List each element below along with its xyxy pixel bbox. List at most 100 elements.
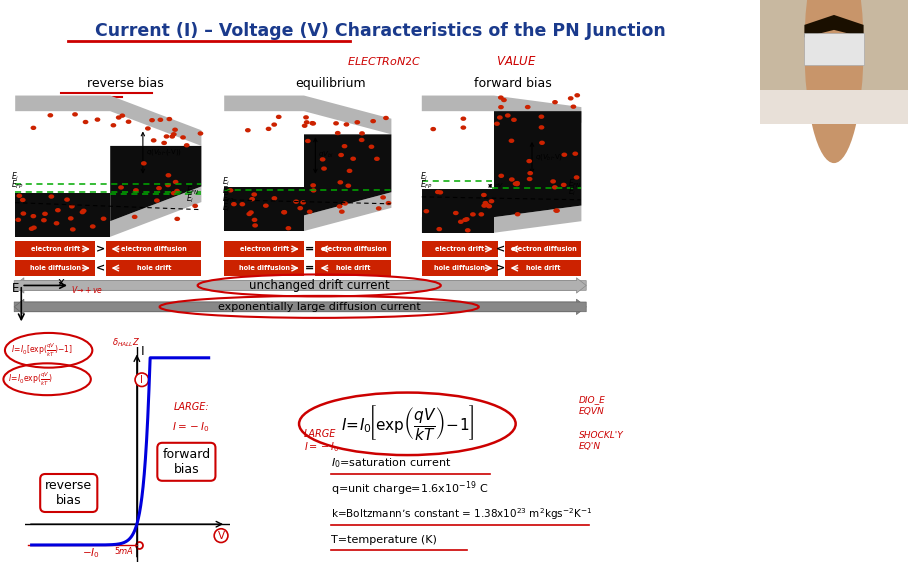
Text: equilibrium: equilibrium: [295, 78, 366, 90]
Text: k=Boltzmann’s constant = 1.38x10$^{23}$ m$^2$kgs$^{-2}$K$^{-1}$: k=Boltzmann’s constant = 1.38x10$^{23}$ …: [331, 506, 592, 522]
Circle shape: [249, 197, 255, 201]
Text: DIO_E: DIO_E: [579, 395, 606, 404]
Circle shape: [304, 120, 310, 124]
Circle shape: [154, 199, 160, 203]
Text: I: I: [141, 375, 143, 385]
Circle shape: [297, 206, 303, 210]
Circle shape: [101, 217, 106, 221]
Circle shape: [380, 195, 386, 200]
Circle shape: [70, 227, 75, 232]
Text: $V\!\rightarrow\!+ve$: $V\!\rightarrow\!+ve$: [72, 284, 104, 295]
Bar: [804, 33, 864, 65]
Text: >: >: [496, 263, 505, 273]
Circle shape: [171, 132, 177, 137]
Circle shape: [111, 123, 116, 127]
Text: hole diffusion: hole diffusion: [239, 265, 290, 271]
Polygon shape: [15, 96, 202, 146]
Circle shape: [470, 212, 476, 217]
Circle shape: [453, 211, 459, 215]
Circle shape: [383, 116, 389, 120]
Circle shape: [345, 184, 351, 188]
Text: $E_i$: $E_i$: [222, 201, 231, 214]
Text: $E_{FP}$: $E_{FP}$: [11, 178, 24, 191]
Circle shape: [271, 196, 277, 200]
Text: q=unit charge=1.6x10$^{-19}$ C: q=unit charge=1.6x10$^{-19}$ C: [331, 479, 488, 498]
Circle shape: [574, 175, 579, 179]
Text: $E_i$: $E_i$: [419, 170, 428, 183]
Text: reverse bias: reverse bias: [87, 78, 163, 90]
Text: $q(V_{bi}$-V): $q(V_{bi}$-V): [535, 152, 563, 163]
Circle shape: [487, 204, 492, 208]
Text: <: <: [496, 244, 505, 254]
Circle shape: [338, 180, 343, 185]
Circle shape: [479, 212, 484, 217]
Circle shape: [310, 121, 315, 125]
Circle shape: [465, 228, 470, 233]
Text: $I\!=\!I_0\exp(\frac{qV}{kT})$: $I\!=\!I_0\exp(\frac{qV}{kT})$: [7, 371, 52, 388]
Bar: [506, 241, 581, 257]
FancyArrowPatch shape: [15, 299, 587, 314]
Circle shape: [120, 113, 125, 118]
Circle shape: [303, 115, 309, 120]
Polygon shape: [760, 90, 908, 124]
Circle shape: [350, 156, 356, 161]
Circle shape: [165, 183, 171, 188]
Text: $VALUE$: $VALUE$: [497, 56, 538, 68]
Bar: [506, 260, 581, 276]
Text: $qV_{bi}$: $qV_{bi}$: [319, 150, 334, 160]
Circle shape: [198, 131, 203, 135]
Circle shape: [508, 138, 514, 143]
Text: $ELECTRoN2C$: $ELECTRoN2C$: [347, 55, 421, 67]
Circle shape: [180, 135, 186, 140]
Circle shape: [550, 179, 556, 184]
Circle shape: [281, 210, 287, 215]
Text: EQ'N: EQ'N: [579, 442, 601, 452]
Circle shape: [42, 211, 48, 216]
Circle shape: [192, 204, 198, 208]
Circle shape: [572, 152, 578, 156]
Bar: [422, 189, 494, 233]
Circle shape: [497, 115, 503, 120]
Circle shape: [174, 217, 180, 221]
Text: $\delta_{HALL}Z$: $\delta_{HALL}Z$: [112, 336, 140, 349]
Circle shape: [333, 121, 339, 126]
Circle shape: [489, 199, 494, 203]
Circle shape: [173, 127, 178, 132]
Circle shape: [341, 144, 348, 148]
Circle shape: [311, 121, 316, 126]
Polygon shape: [422, 206, 581, 233]
Circle shape: [525, 105, 530, 109]
Text: hole diffusion: hole diffusion: [434, 265, 485, 271]
Circle shape: [245, 128, 251, 133]
Circle shape: [386, 201, 391, 206]
Bar: [224, 260, 304, 276]
Circle shape: [464, 217, 469, 221]
Text: $I\!=\!I_0[\exp(\frac{qV}{kT})\!-\!1]$: $I\!=\!I_0[\exp(\frac{qV}{kT})\!-\!1]$: [11, 342, 73, 359]
Circle shape: [133, 188, 139, 192]
Circle shape: [29, 226, 35, 231]
Text: $E_{FN}$: $E_{FN}$: [186, 185, 200, 197]
Circle shape: [498, 96, 504, 100]
Circle shape: [183, 143, 190, 148]
Circle shape: [132, 215, 137, 219]
Circle shape: [90, 224, 95, 229]
Circle shape: [338, 153, 344, 157]
Circle shape: [263, 203, 269, 208]
Circle shape: [485, 203, 490, 207]
Circle shape: [335, 131, 340, 135]
Circle shape: [359, 138, 364, 142]
Circle shape: [804, 0, 864, 163]
Text: $E_{FN}$: $E_{FN}$: [568, 178, 582, 190]
Circle shape: [354, 120, 360, 124]
Bar: [760, 0, 908, 124]
Circle shape: [498, 174, 504, 178]
Text: $E_F$: $E_F$: [222, 185, 232, 197]
Circle shape: [311, 183, 316, 188]
Circle shape: [83, 120, 88, 124]
Circle shape: [494, 122, 500, 126]
Text: >: >: [95, 244, 105, 254]
Circle shape: [163, 134, 170, 138]
Circle shape: [570, 104, 577, 109]
Text: electron drift: electron drift: [240, 246, 289, 252]
Circle shape: [301, 200, 306, 204]
